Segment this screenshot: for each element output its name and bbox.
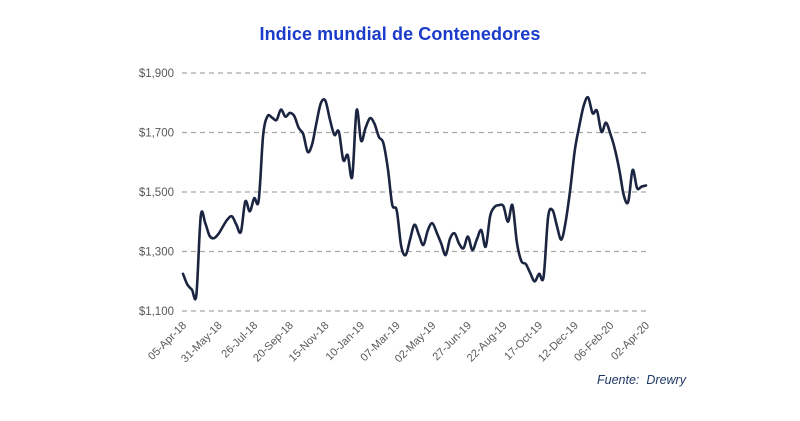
series-line-world-container-index xyxy=(181,95,648,301)
y-tick-label: $1,500 xyxy=(139,187,174,199)
x-tick-label: 02-Apr-20 xyxy=(609,320,652,363)
chart-title: Indice mundial de Contenedores xyxy=(259,24,541,44)
source-name: Drewry xyxy=(646,373,686,387)
source-note: Fuente: Drewry xyxy=(597,373,686,387)
y-tick-label: $1,300 xyxy=(139,247,174,259)
y-tick-label: $1,100 xyxy=(139,306,174,318)
y-tick-label: $1,700 xyxy=(139,128,174,140)
source-label: Fuente: xyxy=(597,373,640,387)
y-tick-label: $1,900 xyxy=(139,68,174,80)
